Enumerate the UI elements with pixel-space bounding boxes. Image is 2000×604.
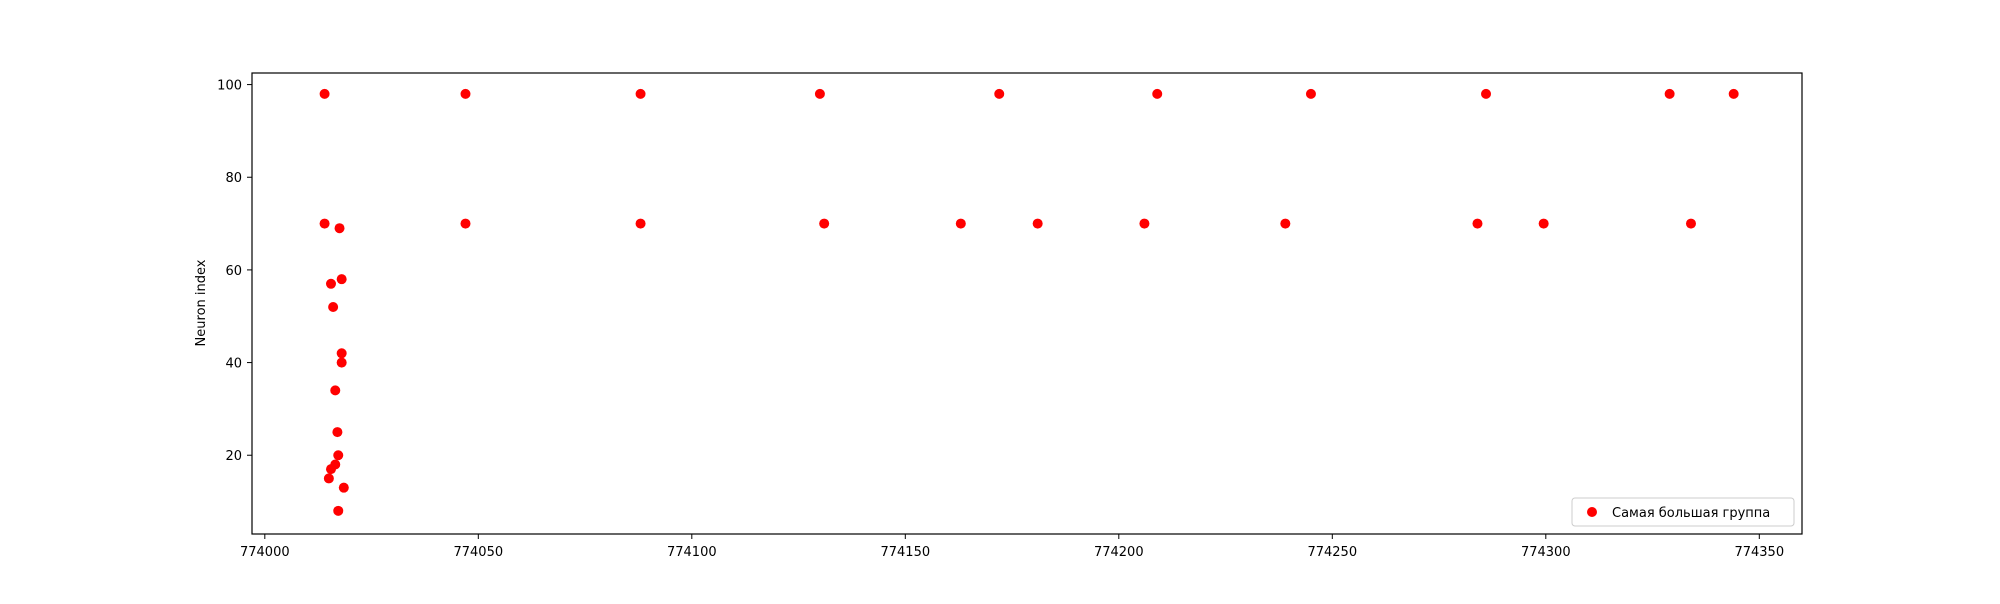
data-point bbox=[1305, 88, 1316, 99]
data-point bbox=[334, 223, 345, 234]
data-point bbox=[994, 88, 1005, 99]
data-point bbox=[460, 88, 471, 99]
data-point bbox=[336, 274, 347, 285]
data-point bbox=[460, 218, 471, 229]
data-point bbox=[319, 218, 330, 229]
data-point bbox=[336, 357, 347, 368]
data-point bbox=[332, 427, 343, 438]
data-point bbox=[635, 218, 646, 229]
y-axis: 20 40 60 80 100 bbox=[217, 79, 252, 464]
x-tick-label: 774250 bbox=[1307, 545, 1357, 560]
data-point bbox=[1032, 218, 1043, 229]
data-point bbox=[333, 450, 344, 461]
data-point bbox=[955, 218, 966, 229]
data-point bbox=[319, 88, 330, 99]
data-point bbox=[1538, 218, 1549, 229]
data-point bbox=[1280, 218, 1291, 229]
y-tick-label: 20 bbox=[225, 449, 242, 464]
plot-frame bbox=[251, 72, 1803, 535]
data-point bbox=[1139, 218, 1150, 229]
data-point bbox=[1685, 218, 1696, 229]
data-point bbox=[1472, 218, 1483, 229]
x-tick-label: 774050 bbox=[453, 545, 503, 560]
data-point bbox=[1481, 88, 1492, 99]
data-point bbox=[814, 88, 825, 99]
x-tick-label: 774200 bbox=[1094, 545, 1144, 560]
x-tick-label: 774150 bbox=[880, 545, 930, 560]
data-point bbox=[338, 482, 349, 493]
x-tick-label: 774300 bbox=[1521, 545, 1571, 560]
data-point bbox=[328, 301, 339, 312]
data-point bbox=[1728, 88, 1739, 99]
x-tick-label: 774000 bbox=[240, 545, 290, 560]
data-point bbox=[323, 473, 334, 484]
data-point bbox=[333, 505, 344, 516]
y-tick-label: 40 bbox=[225, 357, 242, 372]
x-tick-label: 774350 bbox=[1734, 545, 1784, 560]
y-axis-label: Neuron index bbox=[194, 259, 209, 346]
legend-label: Самая большая группа bbox=[1612, 506, 1770, 521]
data-point bbox=[1664, 88, 1675, 99]
x-axis: 774000 774050 774100 774150 774200 774250 7743… bbox=[240, 534, 1784, 560]
x-tick-label: 774100 bbox=[667, 545, 717, 560]
points-layer bbox=[319, 88, 1739, 516]
y-tick-label: 60 bbox=[225, 264, 242, 279]
data-point bbox=[1152, 88, 1163, 99]
legend: Самая большая группа bbox=[1571, 497, 1795, 527]
data-point bbox=[336, 348, 347, 359]
data-point bbox=[330, 385, 341, 396]
data-point bbox=[325, 464, 336, 475]
y-tick-label: 80 bbox=[225, 171, 242, 186]
legend-marker bbox=[1587, 507, 1597, 517]
data-point bbox=[819, 218, 830, 229]
legend-box bbox=[1571, 497, 1795, 527]
data-point bbox=[325, 278, 336, 289]
plot-area bbox=[251, 72, 1803, 535]
y-tick-label: 100 bbox=[217, 79, 242, 94]
data-point bbox=[635, 88, 646, 99]
